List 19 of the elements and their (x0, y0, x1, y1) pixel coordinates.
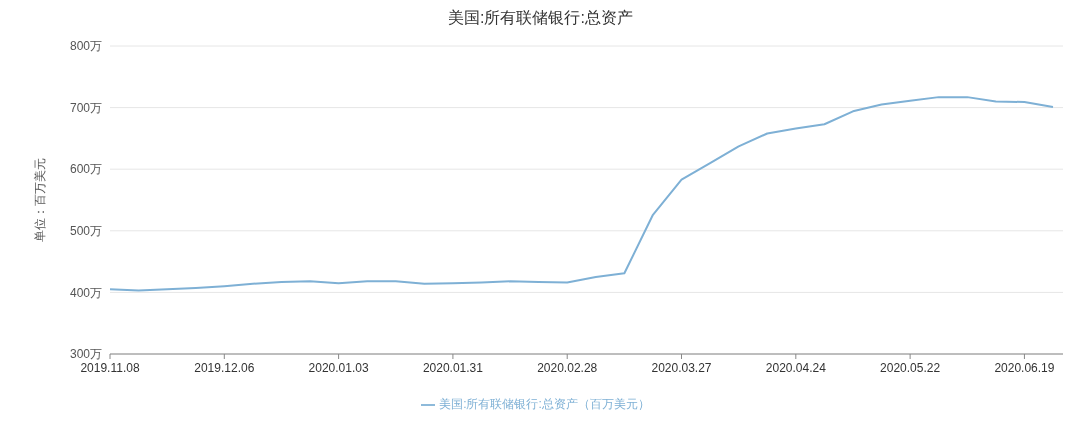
x-tick-label: 2020.01.03 (308, 361, 369, 375)
x-tick-label: 2020.03.27 (651, 361, 712, 375)
line-series (109, 96, 1054, 292)
y-tick-label: 500万 (69, 224, 102, 239)
chart-title: 美国:所有联储银行:总资产 (447, 8, 634, 28)
y-tick-label: 600万 (69, 162, 102, 177)
y-tick-label: 300万 (69, 347, 102, 362)
y-tick-label: 400万 (69, 285, 102, 300)
x-tick-label: 2020.02.28 (537, 361, 598, 375)
x-tick-label: 2020.04.24 (765, 361, 827, 375)
x-tick-label: 2020.01.31 (422, 361, 484, 375)
legend-label: 美国:所有联储银行:总资产（百万美元） (439, 397, 650, 411)
y-axis-title: 单位：百万美元 (33, 158, 48, 242)
x-tick-label: 2020.05.22 (880, 361, 941, 375)
x-tick-label: 2020.06.19 (994, 361, 1055, 375)
y-tick-label: 800万 (69, 39, 102, 54)
x-tick-label: 2019.11.08 (80, 361, 140, 375)
y-tick-label: 700万 (69, 100, 102, 115)
x-tick-label: 2019.12.06 (194, 361, 255, 375)
